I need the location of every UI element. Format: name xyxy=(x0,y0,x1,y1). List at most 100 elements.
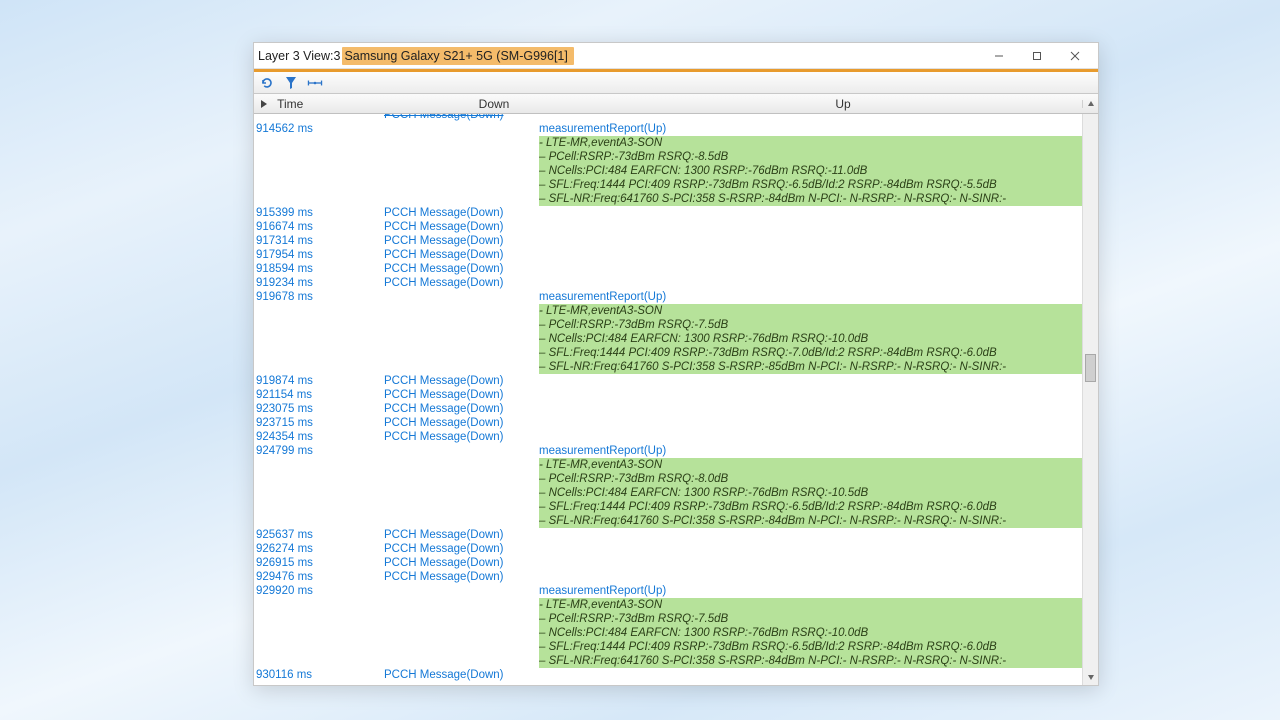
measurement-report-link[interactable]: measurementReport(Up) xyxy=(539,290,1082,304)
scroll-up-arrow[interactable] xyxy=(1082,100,1098,108)
measurement-report-link[interactable]: measurementReport(Up) xyxy=(539,584,1082,598)
cell-down: PCCH Message(Down) xyxy=(314,220,539,234)
cell-time: 917954 ms xyxy=(254,248,314,262)
report-line: – SFL-NR:Freq:641760 S-PCI:358 S-RSRP:-8… xyxy=(539,654,1078,668)
message-list[interactable]: PCCH Message(Down)914562 msmeasurementRe… xyxy=(254,114,1082,685)
report-line: – SFL:Freq:1444 PCI:409 RSRP:-73dBm RSRQ… xyxy=(539,640,1078,654)
minimize-button[interactable] xyxy=(980,45,1018,67)
table-row[interactable]: 915399 msPCCH Message(Down) xyxy=(254,206,1082,220)
report-line: - LTE-MR,eventA3-SON xyxy=(539,598,1078,612)
cell-up: measurementReport(Up)- LTE-MR,eventA3-SO… xyxy=(539,290,1082,374)
table-row[interactable]: 921154 msPCCH Message(Down) xyxy=(254,388,1082,402)
table-row[interactable]: 929476 msPCCH Message(Down) xyxy=(254,570,1082,584)
report-line: - LTE-MR,eventA3-SON xyxy=(539,304,1078,318)
table-row[interactable]: 929920 ms measurementReport(Up)- LTE-MR,e… xyxy=(254,584,1082,668)
cell-down: PCCH Message(Down) xyxy=(314,114,539,122)
cell-time: 915399 ms xyxy=(254,206,314,220)
cell-down: PCCH Message(Down) xyxy=(314,206,539,220)
table-row[interactable]: 923715 msPCCH Message(Down) xyxy=(254,416,1082,430)
report-line: – NCells:PCI:484 EARFCN: 1300 RSRP:-76dB… xyxy=(539,626,1078,640)
cell-time: 923075 ms xyxy=(254,402,314,416)
table-row[interactable]: 914562 ms measurementReport(Up)- LTE-MR,e… xyxy=(254,122,1082,206)
cell-time: 924354 ms xyxy=(254,430,314,444)
window-title-device: Samsung Galaxy S21+ 5G (SM-G996[1] xyxy=(342,47,573,65)
cell-down: PCCH Message(Down) xyxy=(314,374,539,388)
cell-down: PCCH Message(Down) xyxy=(314,416,539,430)
report-line: – NCells:PCI:484 EARFCN: 1300 RSRP:-76dB… xyxy=(539,486,1078,500)
cell-up: measurementReport(Up)- LTE-MR,eventA3-SO… xyxy=(539,444,1082,528)
toolbar xyxy=(254,72,1098,94)
table-row[interactable]: PCCH Message(Down) xyxy=(254,114,1082,122)
cell-down: PCCH Message(Down) xyxy=(314,556,539,570)
column-header-down[interactable]: Down xyxy=(384,97,604,111)
table-row[interactable]: 919874 msPCCH Message(Down) xyxy=(254,374,1082,388)
cell-time: 917314 ms xyxy=(254,234,314,248)
report-line: – PCell:RSRP:-73dBm RSRQ:-7.5dB xyxy=(539,318,1078,332)
cell-time: 918594 ms xyxy=(254,262,314,276)
layer3-view-window: Layer 3 View:3 Samsung Galaxy S21+ 5G (S… xyxy=(253,42,1099,686)
cell-time: 924799 ms xyxy=(254,444,314,458)
maximize-button[interactable] xyxy=(1018,45,1056,67)
cell-time: 926274 ms xyxy=(254,542,314,556)
cell-time: 929476 ms xyxy=(254,570,314,584)
table-row[interactable]: 924354 msPCCH Message(Down) xyxy=(254,430,1082,444)
close-button[interactable] xyxy=(1056,45,1094,67)
cell-time: 919678 ms xyxy=(254,290,314,304)
cell-down: PCCH Message(Down) xyxy=(314,528,539,542)
report-line: – PCell:RSRP:-73dBm RSRQ:-8.5dB xyxy=(539,150,1078,164)
titlebar[interactable]: Layer 3 View:3 Samsung Galaxy S21+ 5G (S… xyxy=(254,43,1098,69)
report-line: – PCell:RSRP:-73dBm RSRQ:-8.0dB xyxy=(539,472,1078,486)
column-header-row: Time Down Up xyxy=(254,94,1098,114)
report-line: - LTE-MR,eventA3-SON xyxy=(539,458,1078,472)
cell-time: 923715 ms xyxy=(254,416,314,430)
cell-down: PCCH Message(Down) xyxy=(314,668,539,682)
measurement-report-link[interactable]: measurementReport(Up) xyxy=(539,122,1082,136)
cell-down: PCCH Message(Down) xyxy=(314,248,539,262)
table-row[interactable]: 925637 msPCCH Message(Down) xyxy=(254,528,1082,542)
cell-up: measurementReport(Up)- LTE-MR,eventA3-SO… xyxy=(539,122,1082,206)
cell-down: PCCH Message(Down) xyxy=(314,570,539,584)
table-row[interactable]: 919678 ms measurementReport(Up)- LTE-MR,e… xyxy=(254,290,1082,374)
cell-down: PCCH Message(Down) xyxy=(314,276,539,290)
cell-down: PCCH Message(Down) xyxy=(314,542,539,556)
cell-down: PCCH Message(Down) xyxy=(314,430,539,444)
column-header-time[interactable]: Time xyxy=(254,97,384,111)
table-row[interactable]: 930116 msPCCH Message(Down) xyxy=(254,668,1082,682)
cell-down: PCCH Message(Down) xyxy=(314,262,539,276)
scrollbar-thumb[interactable] xyxy=(1085,354,1096,382)
cell-time: 929920 ms xyxy=(254,584,314,598)
vertical-scrollbar[interactable] xyxy=(1082,114,1098,685)
span-icon[interactable] xyxy=(306,75,324,91)
cell-time: 919234 ms xyxy=(254,276,314,290)
table-row[interactable]: 926274 msPCCH Message(Down) xyxy=(254,542,1082,556)
report-line: – PCell:RSRP:-73dBm RSRQ:-7.5dB xyxy=(539,612,1078,626)
measurement-report-block: - LTE-MR,eventA3-SON– PCell:RSRP:-73dBm … xyxy=(539,458,1082,528)
measurement-report-link[interactable]: measurementReport(Up) xyxy=(539,444,1082,458)
refresh-icon[interactable] xyxy=(258,75,276,91)
cell-time: 914562 ms xyxy=(254,122,314,136)
table-row[interactable]: 918594 msPCCH Message(Down) xyxy=(254,262,1082,276)
scroll-down-arrow[interactable] xyxy=(1083,669,1098,685)
table-row[interactable]: 916674 msPCCH Message(Down) xyxy=(254,220,1082,234)
cell-down: PCCH Message(Down) xyxy=(314,234,539,248)
table-row[interactable]: 926915 msPCCH Message(Down) xyxy=(254,556,1082,570)
table-row[interactable]: 919234 msPCCH Message(Down) xyxy=(254,276,1082,290)
cell-time: 926915 ms xyxy=(254,556,314,570)
cell-time: 930116 ms xyxy=(254,668,314,682)
report-line: – SFL:Freq:1444 PCI:409 RSRP:-73dBm RSRQ… xyxy=(539,500,1078,514)
measurement-report-block: - LTE-MR,eventA3-SON– PCell:RSRP:-73dBm … xyxy=(539,304,1082,374)
cell-time: 919874 ms xyxy=(254,374,314,388)
cell-time: 916674 ms xyxy=(254,220,314,234)
measurement-report-block: - LTE-MR,eventA3-SON– PCell:RSRP:-73dBm … xyxy=(539,136,1082,206)
cell-down: PCCH Message(Down) xyxy=(314,402,539,416)
table-row[interactable]: 923075 msPCCH Message(Down) xyxy=(254,402,1082,416)
report-line: – SFL:Freq:1444 PCI:409 RSRP:-73dBm RSRQ… xyxy=(539,178,1078,192)
table-row[interactable]: 917954 msPCCH Message(Down) xyxy=(254,248,1082,262)
report-line: – SFL-NR:Freq:641760 S-PCI:358 S-RSRP:-8… xyxy=(539,514,1078,528)
report-line: – SFL:Freq:1444 PCI:409 RSRP:-73dBm RSRQ… xyxy=(539,346,1078,360)
table-row[interactable]: 924799 ms measurementReport(Up)- LTE-MR,e… xyxy=(254,444,1082,528)
table-row[interactable]: 917314 msPCCH Message(Down) xyxy=(254,234,1082,248)
column-header-up[interactable]: Up xyxy=(604,97,1082,111)
filter-icon[interactable] xyxy=(282,75,300,91)
play-icon[interactable] xyxy=(258,98,270,110)
